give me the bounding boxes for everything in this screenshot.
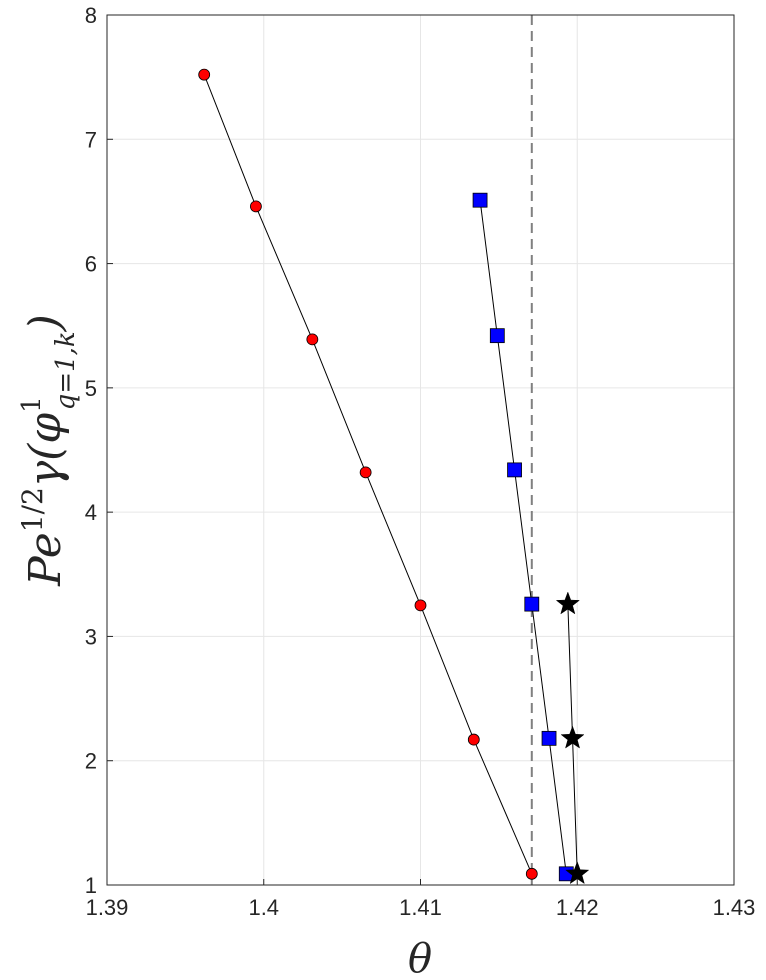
data-point-circle	[306, 333, 319, 346]
data-point-circle	[414, 599, 427, 612]
y-label-base: Pe	[20, 532, 71, 587]
y-tick-label: 4	[85, 500, 97, 525]
y-tick-label: 3	[85, 624, 97, 649]
grid	[106, 14, 735, 886]
tick-labels: 1.39 1.4 1.41 1.42 1.43 1 2 3 4 5 6 7 8	[85, 3, 756, 920]
x-tick-label: 1.42	[556, 895, 599, 920]
data-point-square	[507, 462, 522, 478]
series-star	[555, 591, 590, 885]
y-tick-label: 8	[85, 3, 97, 28]
y-label-phi-sub: q=1,k	[51, 331, 81, 410]
data-point-square	[489, 328, 505, 344]
data-point-square	[524, 596, 540, 612]
y-tick-label: 2	[85, 749, 97, 774]
data-point-star	[555, 591, 580, 615]
y-tick-label: 1	[85, 873, 97, 898]
x-tick-label: 1.43	[713, 895, 756, 920]
data-point-square	[541, 730, 557, 746]
data-point-circle	[198, 68, 211, 81]
series-line	[479, 200, 567, 874]
x-tick-label: 1.41	[399, 895, 442, 920]
y-tick-label: 7	[85, 127, 97, 152]
series-square	[472, 192, 574, 882]
data-point-circle	[467, 733, 480, 746]
data-point-star	[565, 861, 590, 885]
y-tick-label: 5	[85, 376, 97, 401]
series-circle	[198, 68, 538, 880]
y-axis-label: Pe1/2γ(φ1 q=1,k)	[16, 314, 81, 587]
series-layer	[198, 68, 590, 885]
x-axis-label: θ	[408, 936, 432, 980]
data-point-circle	[359, 466, 372, 479]
data-point-star	[560, 725, 585, 749]
x-tick-label: 1.39	[86, 895, 129, 920]
data-point-circle	[525, 867, 538, 880]
y-label-phi-sup: 1	[17, 396, 47, 413]
x-tick-label: 1.4	[248, 895, 279, 920]
y-label-close: )	[20, 314, 71, 332]
data-point-square	[472, 192, 488, 208]
y-tick-label: 6	[85, 252, 97, 277]
y-label-func: γ(φ	[20, 413, 71, 487]
data-point-circle	[250, 200, 262, 213]
y-label-exponent: 1/2	[16, 487, 49, 532]
